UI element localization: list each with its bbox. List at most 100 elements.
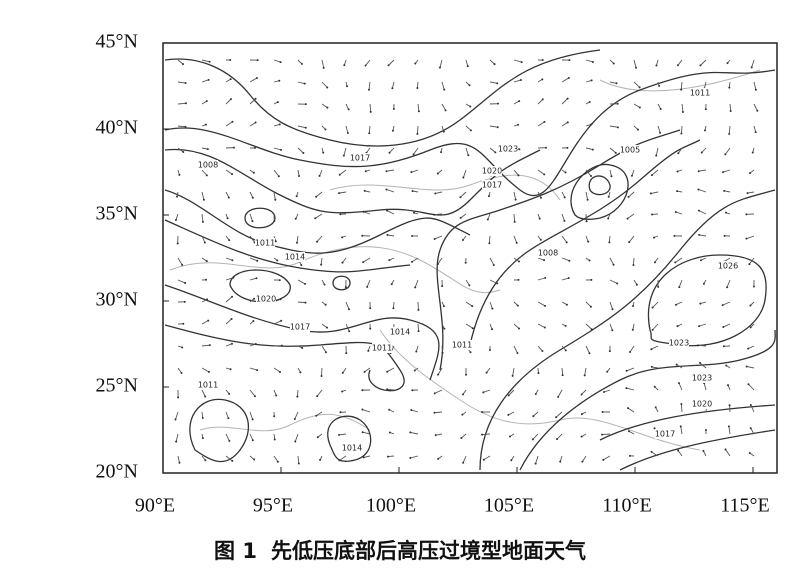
wind-arrow bbox=[585, 301, 592, 308]
wind-arrow-head bbox=[627, 407, 630, 410]
isobar-label: 1011 bbox=[198, 381, 218, 390]
wind-arrow-head bbox=[590, 123, 593, 126]
wind-arrow-head bbox=[651, 306, 654, 309]
wind-arrow-head bbox=[386, 370, 389, 373]
wind-arrow-head bbox=[565, 241, 568, 244]
wind-arrow-head bbox=[386, 388, 389, 391]
wind-arrow-head bbox=[362, 261, 365, 264]
isobar-label-bg bbox=[538, 248, 558, 258]
wind-arrow bbox=[555, 411, 563, 418]
wind-arrow-head bbox=[231, 459, 234, 462]
wind-arrow bbox=[314, 213, 323, 219]
wind-arrow-head bbox=[201, 437, 204, 440]
wind-arrow-head bbox=[295, 195, 298, 198]
wind-arrow-head bbox=[207, 370, 210, 373]
wind-arrow bbox=[489, 279, 498, 284]
wind-arrow-head bbox=[388, 408, 391, 411]
wind-arrow bbox=[297, 301, 306, 304]
wind-arrow-head bbox=[231, 259, 234, 262]
wind-arrow-head bbox=[544, 276, 547, 279]
wind-arrow-head bbox=[338, 192, 341, 195]
isobar-label: 1020 bbox=[692, 400, 712, 409]
wind-arrow-head bbox=[341, 236, 344, 239]
wind-arrow-head bbox=[342, 154, 345, 157]
wind-arrow-head bbox=[700, 151, 703, 154]
wind-arrow bbox=[513, 79, 522, 83]
wind-arrow-head bbox=[391, 129, 394, 132]
isobar-label: 1020 bbox=[482, 167, 502, 176]
map-frame bbox=[162, 42, 778, 474]
wind-arrow-head bbox=[367, 349, 370, 352]
wind-arrow-head bbox=[410, 260, 413, 263]
wind-arrow bbox=[584, 367, 587, 376]
wind-arrow-head bbox=[388, 151, 391, 154]
wind-arrow-head bbox=[754, 88, 757, 91]
x-tick-label: 90°E bbox=[135, 495, 175, 517]
wind-arrow bbox=[537, 345, 543, 352]
wind-arrow-head bbox=[566, 97, 569, 100]
wind-arrow bbox=[489, 59, 495, 65]
wind-arrow-head bbox=[182, 150, 185, 153]
wind-arrow bbox=[417, 103, 420, 112]
wind-arrow bbox=[726, 279, 731, 288]
wind-arrow-head bbox=[749, 304, 752, 307]
wind-arrow-head bbox=[417, 330, 420, 333]
wind-arrow bbox=[680, 426, 683, 435]
wind-arrow-head bbox=[748, 263, 751, 266]
wind-arrow-head bbox=[315, 195, 318, 198]
wind-arrow bbox=[273, 59, 281, 63]
wind-arrow bbox=[722, 301, 731, 306]
wind-arrow bbox=[581, 389, 587, 395]
wind-arrow bbox=[699, 234, 707, 237]
wind-arrow-head bbox=[627, 195, 630, 198]
wind-arrow-head bbox=[748, 452, 751, 455]
wind-arrow bbox=[177, 367, 182, 374]
wind-arrow bbox=[297, 147, 304, 154]
wind-arrow bbox=[411, 169, 419, 173]
wind-arrow-head bbox=[510, 459, 513, 462]
wind-arrow-head bbox=[491, 307, 494, 310]
wind-arrow-head bbox=[341, 261, 344, 264]
wind-arrow bbox=[441, 81, 445, 90]
wind-arrow-head bbox=[369, 110, 372, 113]
wind-arrow bbox=[627, 213, 635, 219]
wind-arrow-head bbox=[364, 170, 367, 173]
wind-arrow-head bbox=[255, 76, 258, 79]
wind-arrow-head bbox=[612, 62, 615, 65]
wind-arrow bbox=[273, 455, 279, 463]
wind-arrow-head bbox=[251, 220, 254, 223]
wind-arrow bbox=[439, 59, 443, 68]
wind-arrow-head bbox=[749, 427, 752, 430]
wind-arrow-head bbox=[280, 148, 283, 151]
wind-arrow-head bbox=[638, 86, 641, 89]
wind-arrow-head bbox=[300, 62, 303, 65]
wind-arrow bbox=[441, 103, 446, 111]
wind-arrow bbox=[677, 59, 683, 66]
wind-arrow bbox=[249, 367, 258, 371]
isobar-label-bg bbox=[690, 88, 710, 98]
wind-arrow-head bbox=[482, 458, 485, 461]
wind-arrow-head bbox=[338, 173, 341, 176]
wind-arrow-head bbox=[181, 346, 184, 349]
wind-arrow bbox=[651, 345, 659, 350]
wind-arrow-head bbox=[516, 351, 519, 354]
wind-arrow-head bbox=[177, 396, 180, 399]
wind-arrow bbox=[225, 169, 233, 175]
wind-arrow-head bbox=[543, 326, 546, 329]
wind-arrow-head bbox=[293, 417, 296, 420]
wind-arrow bbox=[410, 431, 419, 435]
wind-arrow-head bbox=[581, 460, 584, 463]
wind-arrow-head bbox=[301, 347, 304, 350]
wind-arrow-head bbox=[539, 196, 542, 199]
wind-arrow-head bbox=[749, 172, 752, 175]
wind-arrow-head bbox=[564, 349, 567, 352]
wind-arrow-head bbox=[615, 82, 618, 85]
wind-arrow-head bbox=[467, 154, 470, 157]
wind-arrow-head bbox=[727, 425, 730, 428]
wind-arrow-head bbox=[538, 217, 541, 220]
isobar-label: 1017 bbox=[350, 154, 370, 163]
wind-arrow-head bbox=[363, 370, 366, 373]
isobar-label-bg bbox=[255, 238, 275, 248]
caption: 图 1 先低压底部后高压过境型地面天气 bbox=[214, 539, 586, 563]
wind-arrow-head bbox=[324, 303, 327, 306]
